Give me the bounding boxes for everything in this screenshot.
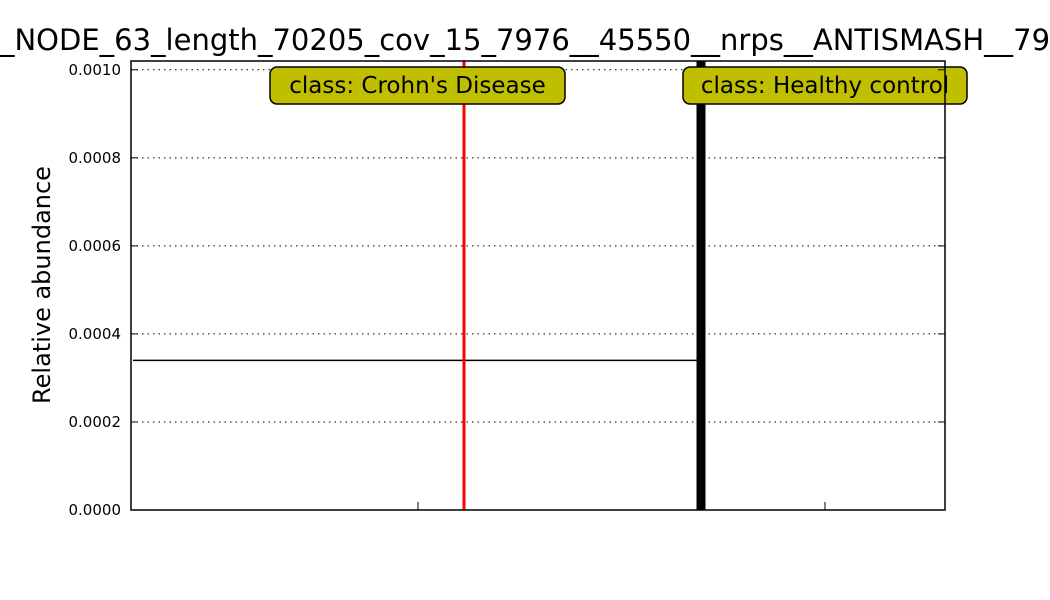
y-tick-label: 0.0008 (69, 149, 122, 167)
class-labels: class: Crohn's Disease class: Healthy con… (269, 66, 968, 105)
class-label: class: Healthy control (701, 73, 949, 99)
y-tick-label: 0.0004 (69, 325, 122, 343)
class-label-box (269, 66, 566, 105)
y-axis-label: Relative abundance (28, 166, 56, 404)
data-marks (133, 61, 706, 510)
chart-title: _NODE_63_length_70205_cov_15_7976__45550… (0, 23, 1050, 57)
grid-lines (131, 69, 945, 423)
plot-frame (130, 60, 946, 511)
y-tick-label: 0.0000 (69, 501, 122, 519)
y-tick-label: 0.0010 (69, 61, 122, 79)
axis-ticks: 0.0000 0.0002 0.0004 0.0006 0.0008 0.0010 (69, 61, 945, 519)
y-tick-label: 0.0002 (69, 413, 122, 431)
y-tick-label: 0.0006 (69, 237, 122, 255)
class-label: class: Crohn's Disease (289, 73, 545, 99)
class-label-box (682, 66, 968, 105)
